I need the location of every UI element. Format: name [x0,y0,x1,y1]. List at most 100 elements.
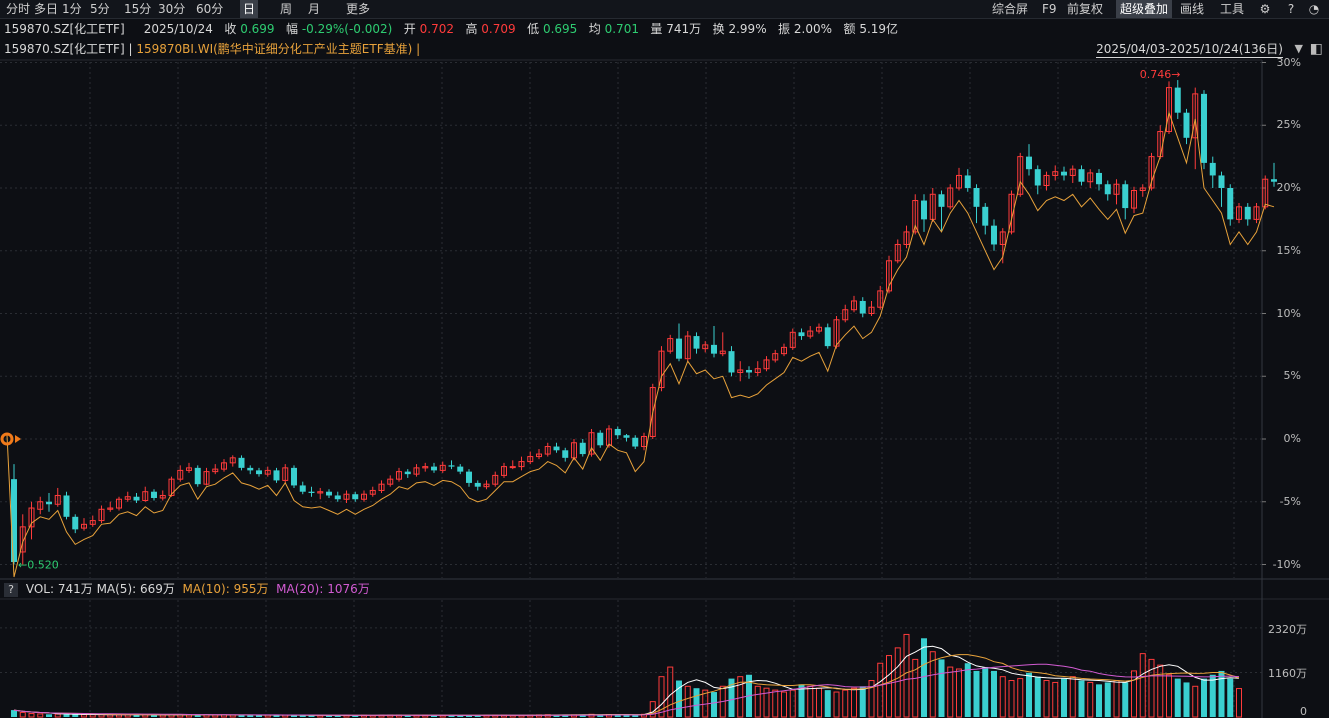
candle-down [623,435,630,438]
candle-down [1104,184,1111,195]
vol-text: VOL: 741万 [25,582,93,596]
volume-bar-down [921,638,927,717]
volume-bar-down [798,684,805,717]
price-axis-label: 30% [1276,55,1301,69]
tab-9[interactable]: 月 [308,2,321,16]
candle-up [422,466,429,469]
volume-bar-up [1131,670,1137,718]
tab-4[interactable]: 15分 [124,2,152,16]
toolbar-item-5[interactable]: 工具 [1220,2,1245,16]
candle-down [824,327,831,347]
candle-up [229,457,236,464]
candle-down [693,336,700,349]
tab-3[interactable]: 5分 [90,2,110,16]
volume-bar-down [1209,674,1216,717]
close-label: 收 [224,22,237,36]
volume-axis-label: 2320万 [1268,622,1307,636]
collapse-icon[interactable]: ▼ [1294,42,1303,55]
candle-down [299,485,306,492]
candle-down [1218,175,1225,188]
candle-down [11,479,17,562]
high-label: 高 [465,22,478,36]
candle-up [956,174,962,189]
candle-up [1043,174,1050,186]
bell-icon[interactable]: ◔ [1308,2,1320,16]
candle-up [1236,206,1242,220]
candle-up [387,478,394,485]
candle-down [1078,169,1085,182]
candle-up [772,353,779,361]
tab-8[interactable]: 周 [280,2,293,16]
volume-bar-up [667,666,674,718]
tab-5[interactable]: 30分 [158,2,186,16]
volume-bar-down [1104,682,1111,717]
candle-up [894,243,901,262]
candle-down [938,194,945,207]
candle-down [1271,179,1277,182]
volume-bar-down [1201,678,1207,717]
candle-down [194,467,201,485]
candle-down [859,300,866,314]
candle-up [737,369,744,373]
date-range[interactable]: 2025/04/03-2025/10/24(136日) [1096,42,1283,58]
volume-bar-down [579,714,586,717]
avg-value: 0.701 [604,22,639,36]
toolbar-item-2[interactable]: 前复权 [1067,2,1104,16]
candle-up [1113,183,1120,195]
volume-bar-up [684,685,691,718]
volume-bar-down [553,714,560,717]
overlay-main[interactable]: 159870.SZ[化工ETF] | [4,42,133,56]
candle-down [579,442,586,455]
candle-down [1183,112,1190,138]
candle-up [186,467,192,471]
help-icon[interactable]: ? [1287,2,1295,16]
turn-label: 换 [712,22,725,36]
candle-up [413,467,420,475]
amount-value: 5.19亿 [859,22,899,36]
volume-bar-down [623,714,630,717]
candle-up [317,491,324,494]
volume-bar-down [72,714,79,717]
swing-label: 振 [778,22,791,36]
toolbar-item-4[interactable]: 画线 [1180,2,1205,16]
candle-up [807,330,814,337]
candle-down [1201,93,1207,163]
price-axis-label: 10% [1276,306,1301,320]
candle-down [973,188,980,207]
candle-down [273,470,280,481]
candle-up [177,469,184,480]
toolbar: 分时 多日 1分 5分 15分 30分 60分 日 周 月 更多 综合屏 F9 前复权 超级叠加 画线 工具 ⚙?… [0,0,1329,19]
volume-bar-up [1052,681,1059,718]
gear-icon[interactable]: ⚙ [1259,2,1271,16]
candle-up [527,456,534,463]
volume-help-icon[interactable]: ? [4,583,18,597]
volume-bar-up [89,714,96,718]
volume-bar-up [833,691,840,718]
tab-2[interactable]: 1分 [62,2,82,16]
start-arrow-icon [15,435,21,443]
tab-6[interactable]: 60分 [196,2,224,16]
volume-bar-down [151,714,157,717]
volume-bar-up [903,633,910,718]
toolbar-item-1[interactable]: F9 [1042,2,1057,16]
tab-7[interactable]: 日 [240,0,259,18]
overlay-index[interactable]: 159870BI.WI(鹏华中证细分化工产业主题ETF基准) | [136,42,421,56]
candle-down [133,496,140,501]
tab-10[interactable]: 更多 [346,2,371,16]
toolbar-item-0[interactable]: 综合屏 [992,2,1029,16]
candle-up [1052,171,1059,176]
tab-0[interactable]: 分时 [6,2,31,16]
tab-1[interactable]: 多日 [34,2,59,16]
volume-bar-up [1148,658,1155,718]
candle-down [746,369,752,373]
candle-up [492,474,499,485]
volume-axis-label: 1160万 [1268,667,1307,681]
expand-icon[interactable]: ◧ [1309,41,1323,57]
price-axis-label: 25% [1276,118,1301,132]
candle-up [483,483,490,488]
quote-line: 159870.SZ[化工ETF] 2025/10/24 收 0.699 幅 -0… [4,19,898,39]
candle-up [754,368,761,373]
toolbar-item-3[interactable]: 超级叠加 [1116,0,1173,18]
volume-header: ? VOL: 741万 MA(5): 669万 MA(10): 955万 MA(… [0,580,1329,598]
